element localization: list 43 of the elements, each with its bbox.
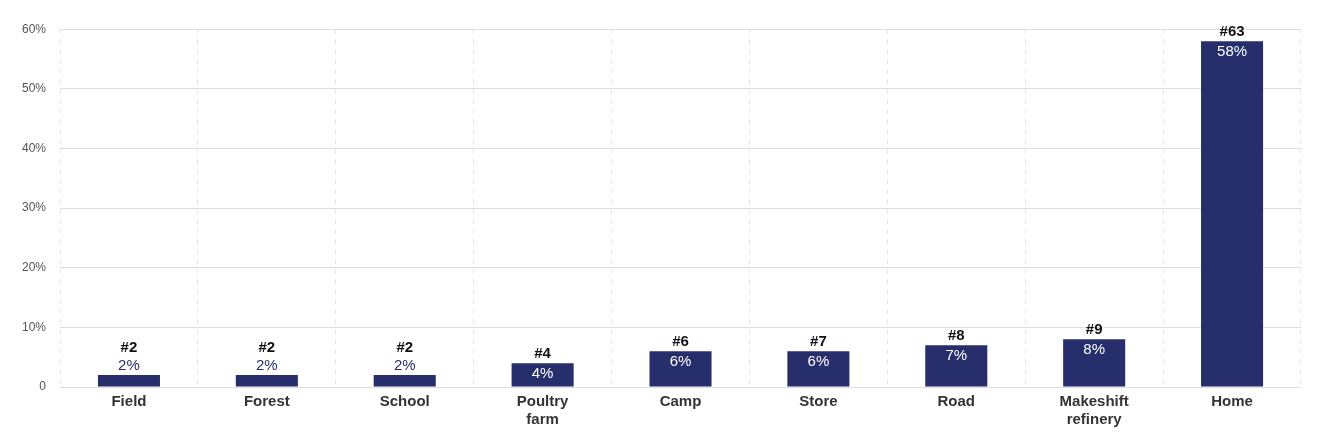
bar — [373, 375, 436, 387]
y-tick-label: 30% — [21, 200, 47, 215]
bar — [511, 363, 574, 387]
data-label: 6% — [669, 351, 692, 369]
annotation: #9 — [1085, 319, 1103, 337]
y-tick-label: 0 — [39, 379, 47, 394]
bar — [1201, 41, 1264, 387]
data-label: 8% — [1083, 339, 1106, 357]
x-tick-label: School — [379, 392, 430, 410]
y-tick-label: 10% — [21, 319, 47, 334]
data-label: 7% — [945, 345, 968, 363]
y-tick-label: 60% — [21, 21, 47, 36]
x-tick-label: Field — [111, 392, 147, 410]
x-tick-label: Home — [1211, 392, 1253, 410]
annotation: #8 — [947, 325, 965, 343]
x-tick-label: Makeshift refinery — [1059, 392, 1129, 428]
annotation: #2 — [258, 337, 276, 355]
x-tick-label: Store — [799, 392, 838, 410]
bar — [235, 375, 298, 387]
data-label: 2% — [393, 355, 416, 373]
bar — [1063, 339, 1126, 387]
data-label: 6% — [807, 351, 830, 369]
x-tick-label: Forest — [243, 392, 290, 410]
bar — [97, 375, 160, 387]
data-label: 58% — [1217, 41, 1248, 59]
data-label: 4% — [531, 363, 554, 381]
y-tick-label: 20% — [21, 260, 47, 275]
annotation: #63 — [1219, 21, 1245, 39]
x-tick-label: Camp — [659, 392, 702, 410]
y-tick-label: 40% — [21, 140, 47, 155]
bar — [925, 345, 988, 387]
annotation: #4 — [534, 343, 552, 361]
data-label: 2% — [256, 355, 278, 373]
bar — [787, 351, 850, 387]
x-tick-label: Poultry farm — [516, 392, 570, 428]
annotation: #2 — [396, 337, 414, 355]
x-tick-label: Road — [937, 392, 976, 410]
annotation: #2 — [120, 337, 138, 355]
y-tick-label: 50% — [21, 81, 47, 96]
bar — [649, 351, 712, 387]
annotation: #6 — [672, 331, 689, 349]
data-label: 2% — [118, 355, 140, 373]
annotation: #7 — [810, 331, 827, 349]
